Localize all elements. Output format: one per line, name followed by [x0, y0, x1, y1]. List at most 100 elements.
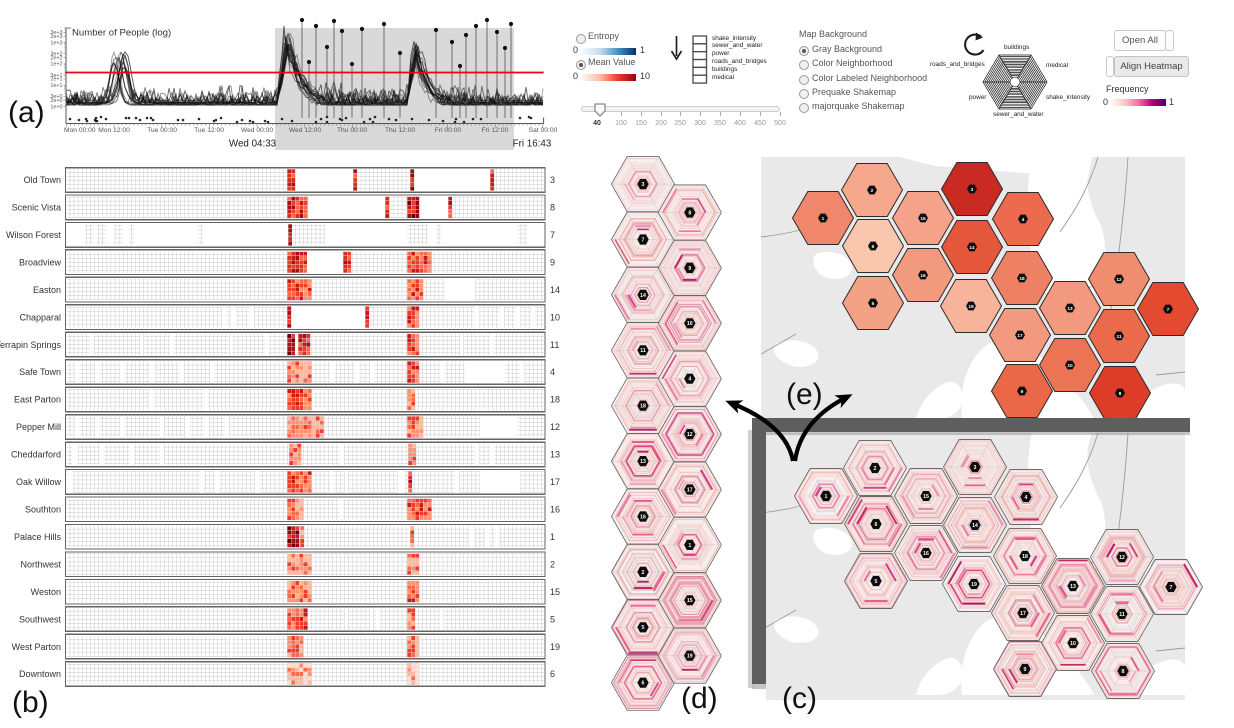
svg-text:13: 13 — [640, 459, 646, 465]
svg-text:18: 18 — [640, 404, 646, 410]
svg-text:3e+3: 3e+3 — [50, 30, 62, 36]
svg-text:10: 10 — [550, 312, 560, 322]
svg-text:7: 7 — [1170, 585, 1173, 591]
svg-text:Wed 00:00: Wed 00:00 — [241, 127, 274, 134]
svg-text:Terrapin Springs: Terrapin Springs — [0, 340, 62, 350]
svg-text:19: 19 — [550, 642, 560, 652]
svg-text:10: 10 — [1067, 363, 1073, 369]
svg-text:11: 11 — [640, 348, 646, 354]
svg-text:2: 2 — [642, 570, 645, 576]
svg-text:16: 16 — [550, 505, 560, 515]
svg-text:3: 3 — [642, 182, 645, 188]
svg-text:Mon 00:00: Mon 00:00 — [64, 127, 96, 134]
svg-text:10: 10 — [687, 321, 693, 327]
svg-text:12: 12 — [1116, 277, 1122, 283]
svg-text:Tue 00:00: Tue 00:00 — [147, 127, 177, 134]
svg-text:2: 2 — [874, 466, 877, 472]
svg-text:(d): (d) — [681, 682, 718, 715]
svg-text:17: 17 — [550, 477, 560, 487]
svg-text:Fri 16:43: Fri 16:43 — [513, 139, 552, 150]
svg-text:12: 12 — [550, 422, 560, 432]
svg-text:7: 7 — [550, 230, 555, 240]
svg-text:6: 6 — [550, 669, 555, 679]
svg-text:Fri 00:00: Fri 00:00 — [435, 127, 462, 134]
svg-text:5: 5 — [642, 625, 645, 631]
svg-text:3: 3 — [971, 187, 974, 193]
svg-text:Wed 12:00: Wed 12:00 — [289, 127, 322, 134]
svg-text:14: 14 — [640, 293, 646, 299]
svg-text:15: 15 — [920, 216, 926, 222]
svg-text:3: 3 — [974, 465, 977, 471]
svg-text:8: 8 — [1122, 669, 1125, 675]
svg-text:14: 14 — [550, 285, 560, 295]
svg-text:(a): (a) — [8, 96, 45, 129]
svg-text:Thu 00:00: Thu 00:00 — [337, 127, 367, 134]
svg-text:12: 12 — [1119, 555, 1125, 561]
svg-text:Scenic Vista: Scenic Vista — [12, 203, 61, 213]
svg-text:2: 2 — [550, 559, 555, 569]
svg-text:3: 3 — [550, 175, 555, 185]
svg-text:1e+0: 1e+0 — [50, 104, 62, 110]
svg-text:3e+1: 3e+1 — [50, 73, 62, 79]
svg-text:3e+2: 3e+2 — [50, 52, 62, 58]
svg-text:18: 18 — [1019, 276, 1025, 282]
svg-text:1: 1 — [550, 532, 555, 542]
svg-text:Oak Willow: Oak Willow — [16, 477, 62, 487]
svg-text:Pepper Mill: Pepper Mill — [16, 422, 61, 432]
svg-text:1e+3: 1e+3 — [50, 40, 62, 46]
svg-text:Fri 12:00: Fri 12:00 — [482, 127, 509, 134]
svg-text:16: 16 — [923, 551, 929, 557]
svg-text:4: 4 — [1025, 495, 1028, 501]
svg-text:9: 9 — [688, 266, 691, 272]
svg-text:Southton: Southton — [25, 505, 61, 515]
svg-text:West Parton: West Parton — [12, 642, 61, 652]
svg-text:(b): (b) — [12, 686, 49, 719]
svg-text:16: 16 — [640, 514, 646, 520]
svg-text:11: 11 — [550, 340, 559, 350]
svg-text:4: 4 — [550, 367, 555, 377]
svg-text:8: 8 — [1119, 391, 1122, 397]
svg-text:5: 5 — [550, 614, 555, 624]
svg-text:Safe Town: Safe Town — [19, 367, 61, 377]
svg-text:Wed 04:33: Wed 04:33 — [229, 139, 277, 150]
svg-text:Southwest: Southwest — [19, 614, 62, 624]
svg-text:15: 15 — [923, 494, 929, 500]
svg-text:Old Town: Old Town — [24, 175, 61, 185]
svg-text:18: 18 — [1022, 554, 1028, 560]
svg-text:Easton: Easton — [33, 285, 61, 295]
svg-text:11: 11 — [1119, 612, 1125, 618]
svg-text:Thu 12:00: Thu 12:00 — [385, 127, 415, 134]
svg-text:19: 19 — [687, 654, 693, 660]
svg-text:19: 19 — [971, 582, 977, 588]
svg-text:5: 5 — [875, 579, 878, 585]
svg-text:19: 19 — [968, 304, 974, 310]
svg-text:17: 17 — [1020, 611, 1026, 617]
svg-text:Downtown: Downtown — [19, 669, 61, 679]
svg-text:12: 12 — [687, 432, 693, 438]
svg-text:5: 5 — [872, 301, 875, 307]
svg-text:9: 9 — [1024, 667, 1027, 673]
svg-text:Wilson Forest: Wilson Forest — [6, 230, 62, 240]
svg-text:14: 14 — [972, 523, 978, 529]
svg-text:4: 4 — [688, 377, 691, 383]
svg-text:1e+1: 1e+1 — [50, 83, 62, 89]
svg-text:2e+1: 2e+1 — [50, 77, 62, 83]
svg-text:9: 9 — [1021, 389, 1024, 395]
svg-text:2: 2 — [871, 188, 874, 194]
svg-text:Mon 12:00: Mon 12:00 — [98, 127, 130, 134]
svg-text:13: 13 — [1070, 584, 1076, 590]
svg-text:East Parton: East Parton — [14, 395, 61, 405]
svg-text:14: 14 — [969, 245, 975, 251]
svg-text:17: 17 — [687, 487, 693, 493]
svg-text:Chapparal: Chapparal — [19, 312, 61, 322]
svg-text:8: 8 — [688, 210, 691, 216]
svg-text:6: 6 — [872, 244, 875, 250]
svg-text:Palace Hills: Palace Hills — [14, 532, 62, 542]
svg-text:3e+0: 3e+0 — [50, 94, 62, 100]
svg-text:6: 6 — [875, 522, 878, 528]
svg-text:1: 1 — [825, 494, 828, 500]
svg-text:Number of People (log): Number of People (log) — [72, 28, 171, 39]
svg-text:Northwest: Northwest — [20, 559, 61, 569]
svg-text:2e+2: 2e+2 — [50, 55, 62, 61]
svg-text:Cheddarford: Cheddarford — [11, 450, 61, 460]
